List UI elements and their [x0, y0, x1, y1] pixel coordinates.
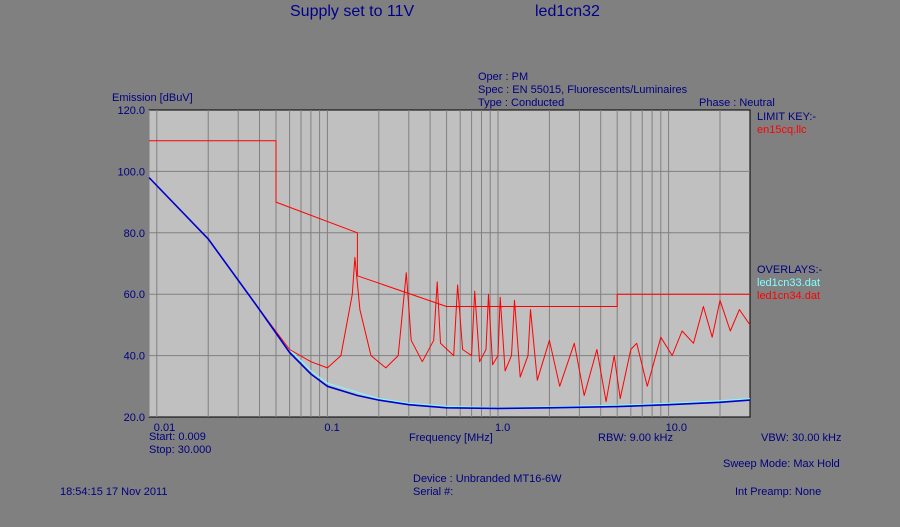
series-line-led1cn32	[148, 176, 751, 410]
y-tick-label: 60.0	[124, 289, 145, 301]
overlay-1-file: led1cn33.dat	[757, 277, 820, 289]
rbw-label: RBW: 9.00 kHz	[598, 432, 673, 444]
y-tick-label: 80.0	[124, 228, 145, 240]
limit-file: en15cq.llc	[757, 124, 807, 136]
series-line-en15cq-llc	[149, 140, 750, 307]
stop-frequency: Stop: 30.000	[149, 444, 212, 456]
axis-labels: 20.0 40.0 60.0 80.0 100.0 120.0 0.01 0.1 1.0 10.0	[117, 105, 687, 434]
vbw-label: VBW: 30.00 kHz	[761, 432, 842, 444]
overlay-2-file: led1cn34.dat	[757, 290, 820, 302]
timestamp: 18:54:15 17 Nov 2011	[60, 486, 168, 498]
int-preamp-label: Int Preamp: None	[735, 486, 822, 498]
y-tick-label: 40.0	[124, 351, 145, 363]
overlays-label: OVERLAYS:-	[757, 264, 823, 276]
file-title: led1cn32	[535, 3, 600, 20]
y-axis-title: Emission [dBuV]	[112, 92, 193, 104]
x-tick-label: 0.1	[324, 422, 339, 434]
start-frequency: Start: 0.009	[149, 431, 206, 443]
type-label: Type : Conducted	[478, 97, 565, 109]
grid-lines	[148, 110, 750, 417]
x-axis-title: Frequency [MHz]	[409, 432, 493, 444]
series-layer	[148, 140, 751, 410]
phase-label: Phase : Neutral	[699, 97, 775, 109]
series-line-led1cn34-dat	[148, 177, 751, 403]
x-tick-label: 1.0	[495, 422, 510, 434]
limit-key-label: LIMIT KEY:-	[757, 111, 817, 123]
x-tick-label: 0.01	[154, 422, 175, 434]
plot-area	[148, 109, 751, 418]
y-tick-label: 100.0	[117, 166, 145, 178]
chart-title: Supply set to 11V	[290, 3, 415, 20]
sweep-mode-label: Sweep Mode: Max Hold	[723, 458, 840, 470]
y-tick-label: 20.0	[124, 412, 145, 424]
operator-label: Oper : PM	[478, 71, 529, 83]
x-tick-label: 10.0	[666, 422, 687, 434]
serial-label: Serial #:	[413, 486, 454, 498]
device-label: Device : Unbranded MT16-6W	[413, 473, 562, 485]
spec-label: Spec : EN 55015, Fluorescents/Luminaires	[478, 84, 688, 96]
y-tick-label: 120.0	[117, 105, 145, 117]
